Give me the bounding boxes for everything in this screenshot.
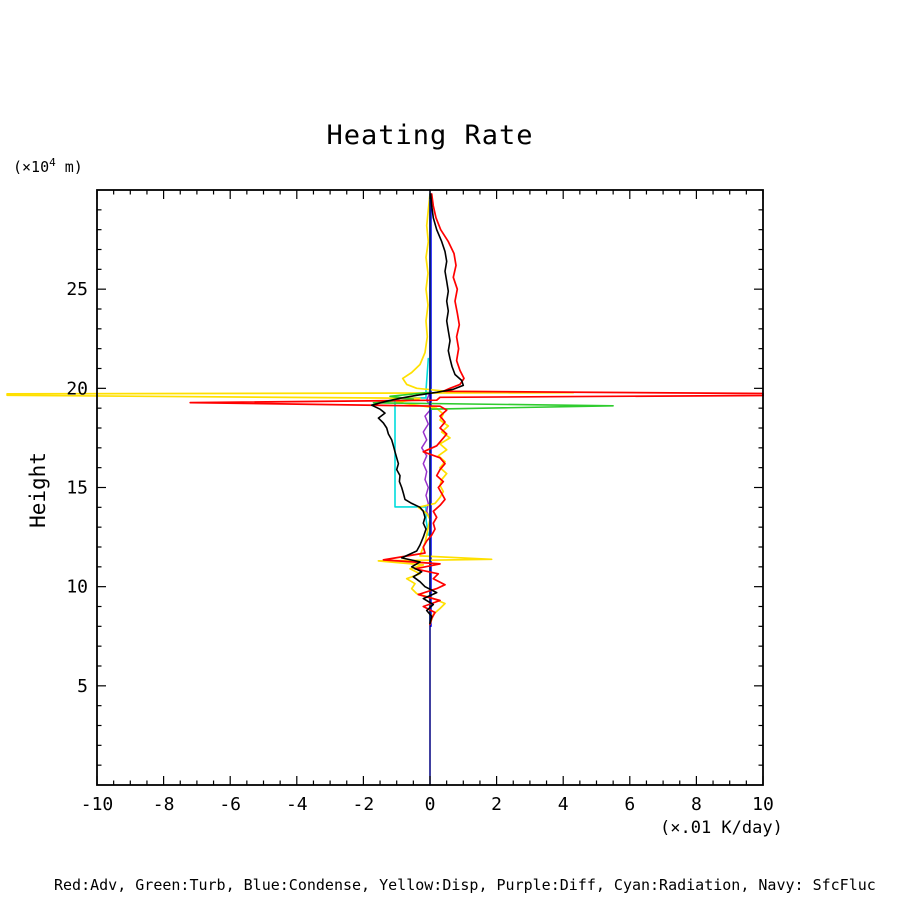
x-tick-label: -10	[81, 794, 114, 815]
series-Total-black-unlabeled	[370, 193, 465, 625]
y-axis-unit-label: (×104 m)	[13, 156, 83, 176]
x-tick-label: 6	[624, 794, 635, 815]
x-tick-label: 4	[558, 794, 569, 815]
legend-caption: Red:Adv, Green:Turb, Blue:Condense, Yell…	[54, 876, 876, 894]
y-tick-label: 20	[66, 378, 88, 399]
chart-title: Heating Rate	[326, 120, 534, 151]
x-tick-label: 0	[425, 794, 436, 815]
x-tick-label: 8	[691, 794, 702, 815]
y-tick-label: 25	[66, 279, 88, 300]
y-unit-prefix: (×10	[13, 158, 50, 176]
x-axis-unit-label: (×.01 K/day)	[660, 818, 783, 838]
series-Adv	[189, 193, 764, 626]
x-tick-label: -6	[219, 794, 241, 815]
y-tick-label: 10	[66, 577, 88, 598]
series-Radiation	[394, 357, 430, 536]
x-tick-label: 10	[752, 794, 774, 815]
x-tick-label: -2	[353, 794, 375, 815]
x-tick-label: -4	[286, 794, 308, 815]
y-unit-exponent: 4	[49, 156, 56, 169]
x-tick-label: -8	[153, 794, 175, 815]
y-tick-label: 5	[77, 676, 88, 697]
y-tick-label: 15	[66, 478, 88, 499]
y-unit-suffix: m)	[55, 158, 83, 176]
x-tick-label: 2	[491, 794, 502, 815]
series-Disp	[6, 193, 575, 626]
